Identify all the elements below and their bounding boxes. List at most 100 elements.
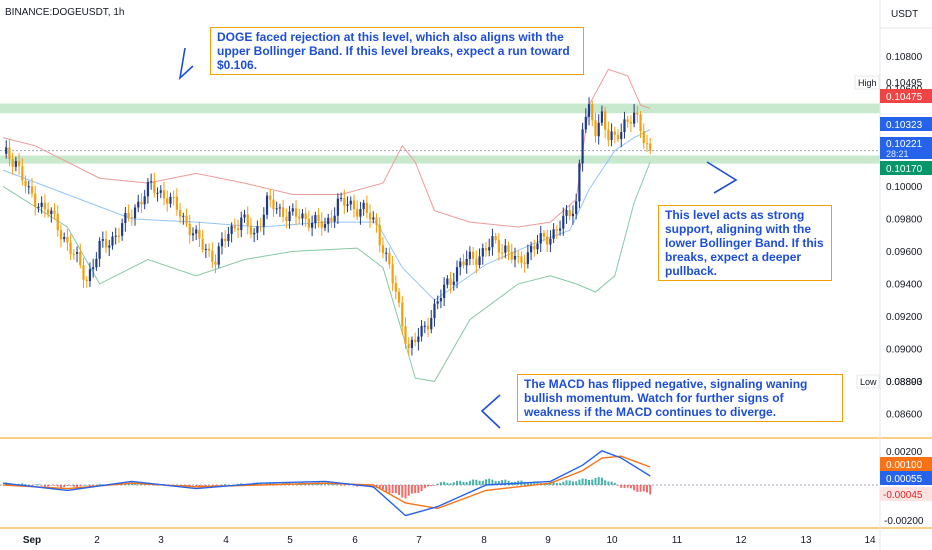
candle-body [323,224,327,228]
macd-histogram-bar [443,481,446,485]
macd-histogram-bar [153,485,156,486]
price-tick-label: 0.08600 [886,409,923,420]
candle-body [542,233,546,237]
candle-body [426,325,430,330]
macd-histogram-bar [388,485,391,494]
candle-body [481,248,484,257]
candle-body [124,213,127,224]
macd-histogram-bar [356,485,359,487]
candle-body [368,212,372,220]
price-tag-red-text: 0.10475 [886,92,923,103]
candle-body [146,182,149,197]
macd-histogram-bar [140,484,143,485]
candle-body [298,216,301,219]
candle-body [410,339,414,348]
macd-histogram-bar [391,485,394,494]
time-axis-label: 5 [287,535,293,546]
candle-body [346,204,349,206]
macd-histogram-bar [578,479,581,485]
macd-histogram-bar [137,484,140,486]
candle-body [314,215,317,223]
macd-histogram-bar [571,481,574,485]
candle-body [491,236,494,248]
macd-histogram-bar [584,478,587,485]
macd-histogram-bar [633,485,636,491]
candle-body [256,226,259,233]
candle-body [539,233,542,244]
candle-body [133,207,137,219]
macd-histogram-bar [327,484,330,485]
annotation-macd[interactable]: The MACD has flipped negative, signaling… [517,374,843,422]
candle-body [88,269,92,282]
candle-body [137,201,140,208]
macd-histogram-bar [398,485,401,496]
macd-histogram-bar [79,485,82,487]
price-tick-label: 0.10000 [886,182,923,193]
candle-body [504,245,507,253]
macd-histogram-bar [95,485,98,486]
candle-body [507,245,510,252]
macd-histogram-bar [134,483,137,485]
macd-histogram-bar [343,485,346,486]
candle-body [246,214,249,226]
candle-body [385,252,388,254]
price-tag-red [880,89,932,103]
candle-body [394,283,397,292]
price-tick-label: 0.09000 [886,344,923,355]
candle-body [430,318,433,330]
macd-histogram-bar [581,478,584,485]
candle-body [43,202,46,210]
candle-body [475,258,478,265]
macd-line [2,450,651,517]
candle-body [101,239,104,241]
macd-histogram-bar [620,485,623,488]
macd-histogram-bar [34,484,37,486]
macd-histogram-bar [378,485,381,488]
macd-histogram-bar [427,485,430,487]
candle-body [613,131,616,135]
candle-body [59,230,63,240]
candle-body [188,223,191,236]
candle-body [153,181,156,194]
price-tick-label: 0.09200 [886,312,923,323]
candle-body [501,252,504,254]
macd-signal-line [2,455,651,510]
candle-body [401,302,404,327]
time-axis-label: 3 [158,535,164,546]
high-label-box [854,75,880,90]
candle-body [536,243,539,250]
price-tick-label: 0.08800 [886,377,923,388]
candle-body [230,225,233,234]
annotation-support[interactable]: This level acts as strong support, align… [658,205,832,281]
time-axis-label: 14 [864,535,876,546]
macd-histogram-bar [591,479,594,485]
candle-body [571,213,575,217]
candle-body [172,196,175,198]
currency-label: USDT [891,9,918,20]
annotation-top[interactable]: DOGE faced rejection at this level, whic… [210,27,584,75]
candle-body [156,192,159,194]
macd-histogram-bar [475,479,478,485]
time-axis-label: 9 [545,535,551,546]
macd-histogram-bar [430,485,433,487]
macd-histogram-bar [410,485,413,494]
macd-histogram-bar [63,485,66,488]
candle-body [130,217,133,219]
candle-body [446,278,449,285]
candle-body [642,131,645,144]
candle-body [645,143,649,145]
candle-body [217,246,220,265]
macd-histogram-bar [394,485,397,494]
candle-body [285,216,288,222]
macd-histogram-bar [472,479,475,485]
macd-histogram-bar [56,485,59,487]
candle-body [18,161,21,167]
price-tick-label: 0.10800 [886,52,923,63]
time-axis-label: 12 [735,535,747,546]
candle-body [114,235,117,237]
macd-histogram-bar [82,484,85,486]
countdown-text: 28:21 [886,149,909,159]
candle-body [166,198,169,204]
candle-body [423,325,426,327]
